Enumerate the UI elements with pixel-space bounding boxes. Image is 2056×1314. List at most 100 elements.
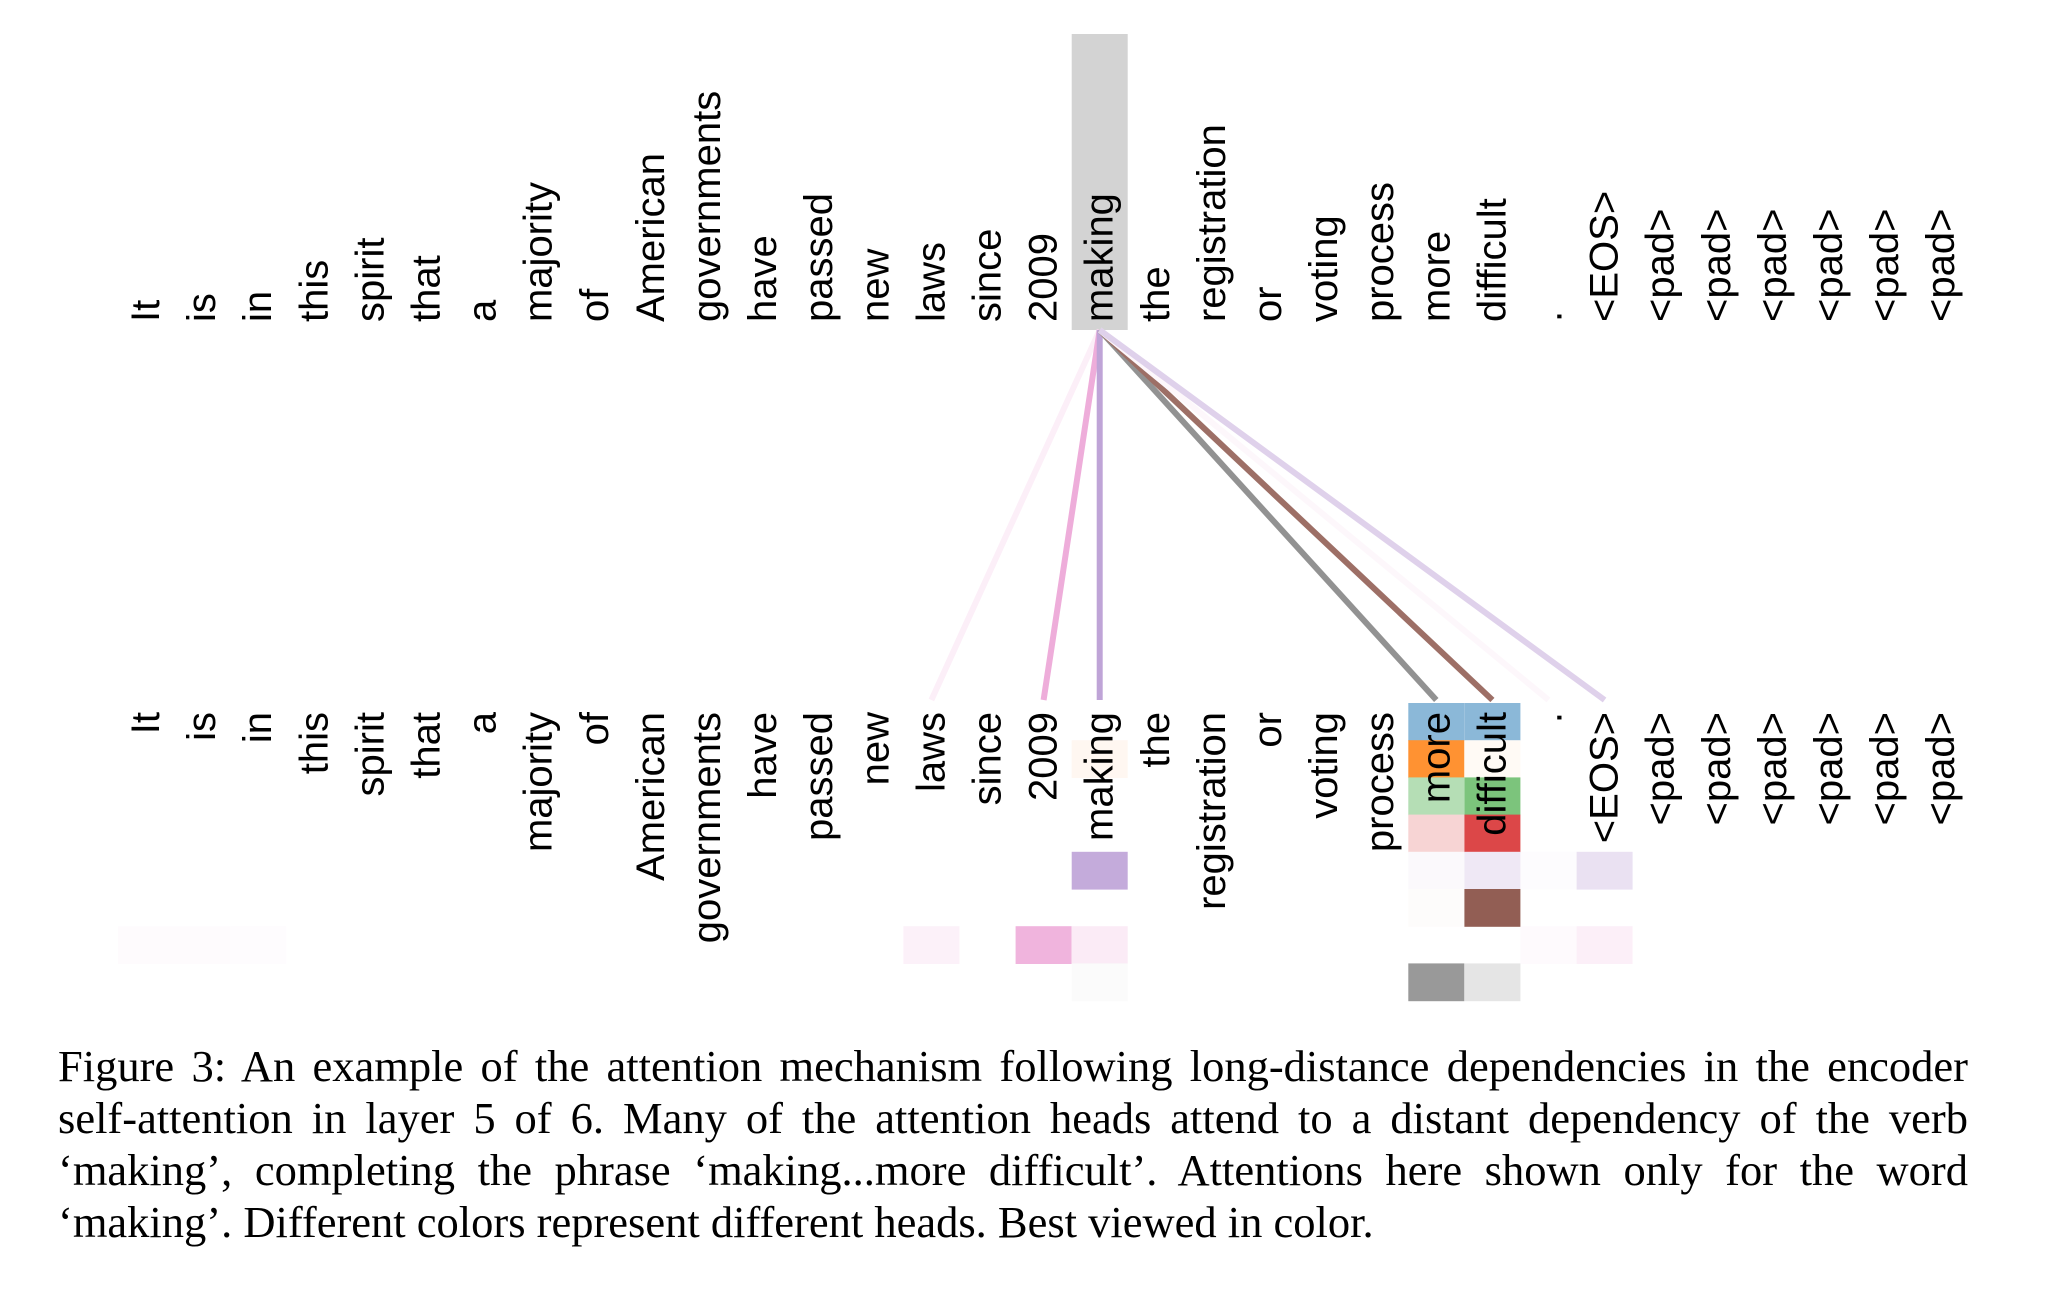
source-token-label: <pad>: [1863, 209, 1907, 322]
source-token-label: in: [236, 291, 280, 322]
target-token-label: registration: [1190, 712, 1234, 910]
target-token-label: <pad>: [1807, 712, 1851, 825]
attention-cells-layer: [118, 703, 1633, 1002]
source-token-label: passed: [797, 193, 841, 322]
attention-cell: [1408, 814, 1465, 853]
attention-line: [928, 328, 1103, 702]
source-token-label: governments: [685, 91, 729, 322]
attention-cell: [1408, 963, 1465, 1002]
attention-cell: [1071, 740, 1128, 778]
attention-cell: [1464, 777, 1521, 816]
source-token-label: American: [629, 153, 673, 322]
source-token-label: registration: [1190, 124, 1234, 322]
target-token-label: since: [966, 712, 1010, 805]
source-token-label: <pad>: [1751, 209, 1795, 322]
target-token-row: It is in this spirit that a majority of American g…: [124, 711, 1963, 943]
target-token-label: passed: [797, 712, 841, 841]
target-token-label: more: [1414, 712, 1458, 803]
attention-cell: [1015, 926, 1072, 964]
target-token-label: in: [236, 712, 280, 743]
target-token-label: the: [1134, 712, 1178, 768]
source-token-label: making: [1078, 193, 1122, 322]
source-token-label: since: [966, 229, 1010, 322]
attention-line: [1097, 327, 1439, 703]
attention-diagram-svg: It is in this spirit that a majority of American g…: [118, 34, 1964, 1002]
target-token-label: of: [573, 711, 617, 745]
target-token-label: American: [629, 712, 673, 881]
query-token-highlight: [1071, 34, 1128, 330]
source-token-label: <EOS>: [1583, 191, 1627, 322]
attention-line: [1097, 327, 1607, 703]
target-token-label: <pad>: [1695, 712, 1739, 825]
attention-cell: [1408, 851, 1465, 890]
target-token-label: laws: [909, 712, 953, 792]
target-token-label: governments: [685, 712, 729, 943]
attention-cell: [903, 926, 960, 964]
attention-cell: [118, 926, 174, 964]
target-token-label: majority: [517, 712, 561, 852]
attention-cell: [1464, 889, 1521, 927]
attention-cell: [1464, 963, 1521, 1002]
source-token-label: difficult: [1470, 198, 1514, 322]
attention-cell: [1408, 703, 1465, 741]
source-token-label: .: [1527, 311, 1571, 322]
target-token-label: making: [1078, 712, 1122, 841]
source-token-label: the: [1134, 266, 1178, 322]
source-token-label: that: [405, 255, 449, 322]
target-token-label: <pad>: [1751, 712, 1795, 825]
attention-cell: [1464, 851, 1521, 890]
source-token-label: this: [292, 260, 336, 322]
query-token-highlight-layer: [1071, 34, 1128, 330]
target-token-label: <pad>: [1639, 712, 1683, 825]
attention-lines-layer: [928, 327, 1607, 703]
attention-line: [1097, 327, 1551, 703]
source-token-label: new: [853, 249, 897, 322]
source-token-label: 2009: [1022, 233, 1066, 322]
source-token-label: It: [124, 300, 168, 322]
source-token-row: It is in this spirit that a majority of American g…: [124, 91, 1963, 322]
source-token-label: is: [180, 293, 224, 322]
attention-cell: [1071, 963, 1128, 1002]
target-token-label: <EOS>: [1583, 712, 1627, 843]
target-token-label: this: [292, 712, 336, 774]
figure-caption: Figure 3: An example of the attention me…: [58, 1041, 1968, 1247]
target-token-label: new: [853, 712, 897, 785]
attention-cell: [1520, 926, 1577, 964]
attention-cell: [1408, 889, 1465, 927]
attention-cell: [230, 926, 287, 964]
target-token-label: <pad>: [1919, 712, 1963, 825]
target-token-label: It: [124, 712, 168, 734]
source-token-label: voting: [1302, 215, 1346, 322]
target-token-label: process: [1358, 712, 1402, 852]
target-token-label: difficult: [1470, 712, 1514, 836]
source-token-label: majority: [517, 182, 561, 322]
attention-cell: [1071, 851, 1128, 890]
source-token-label: have: [741, 235, 785, 322]
attention-cell: [174, 926, 231, 964]
source-token-label: <pad>: [1807, 209, 1851, 322]
attention-visualization: It is in this spirit that a majority of American g…: [118, 34, 1964, 1002]
target-token-label: 2009: [1022, 712, 1066, 801]
target-token-label: <pad>: [1863, 712, 1907, 825]
target-token-label: or: [1246, 712, 1290, 748]
target-token-label: is: [180, 712, 224, 741]
target-token-label: that: [405, 712, 449, 779]
source-token-label: of: [573, 288, 617, 322]
target-token-label: a: [461, 711, 505, 734]
source-token-label: more: [1414, 231, 1458, 322]
attention-cell: [1408, 740, 1465, 778]
attention-cell: [1408, 777, 1465, 816]
source-token-label: <pad>: [1919, 209, 1963, 322]
target-token-label: have: [741, 712, 785, 799]
attention-cell: [1464, 703, 1521, 741]
attention-cell: [1464, 814, 1521, 853]
attention-line: [1040, 329, 1103, 701]
attention-cell: [1071, 926, 1128, 964]
attention-cell: [1576, 926, 1633, 964]
target-token-label: voting: [1302, 712, 1346, 819]
target-token-label: .: [1527, 712, 1571, 723]
source-token-label: a: [461, 299, 505, 322]
source-token-label: spirit: [348, 238, 392, 322]
attention-cell: [1576, 851, 1633, 890]
source-token-label: <pad>: [1695, 209, 1739, 322]
